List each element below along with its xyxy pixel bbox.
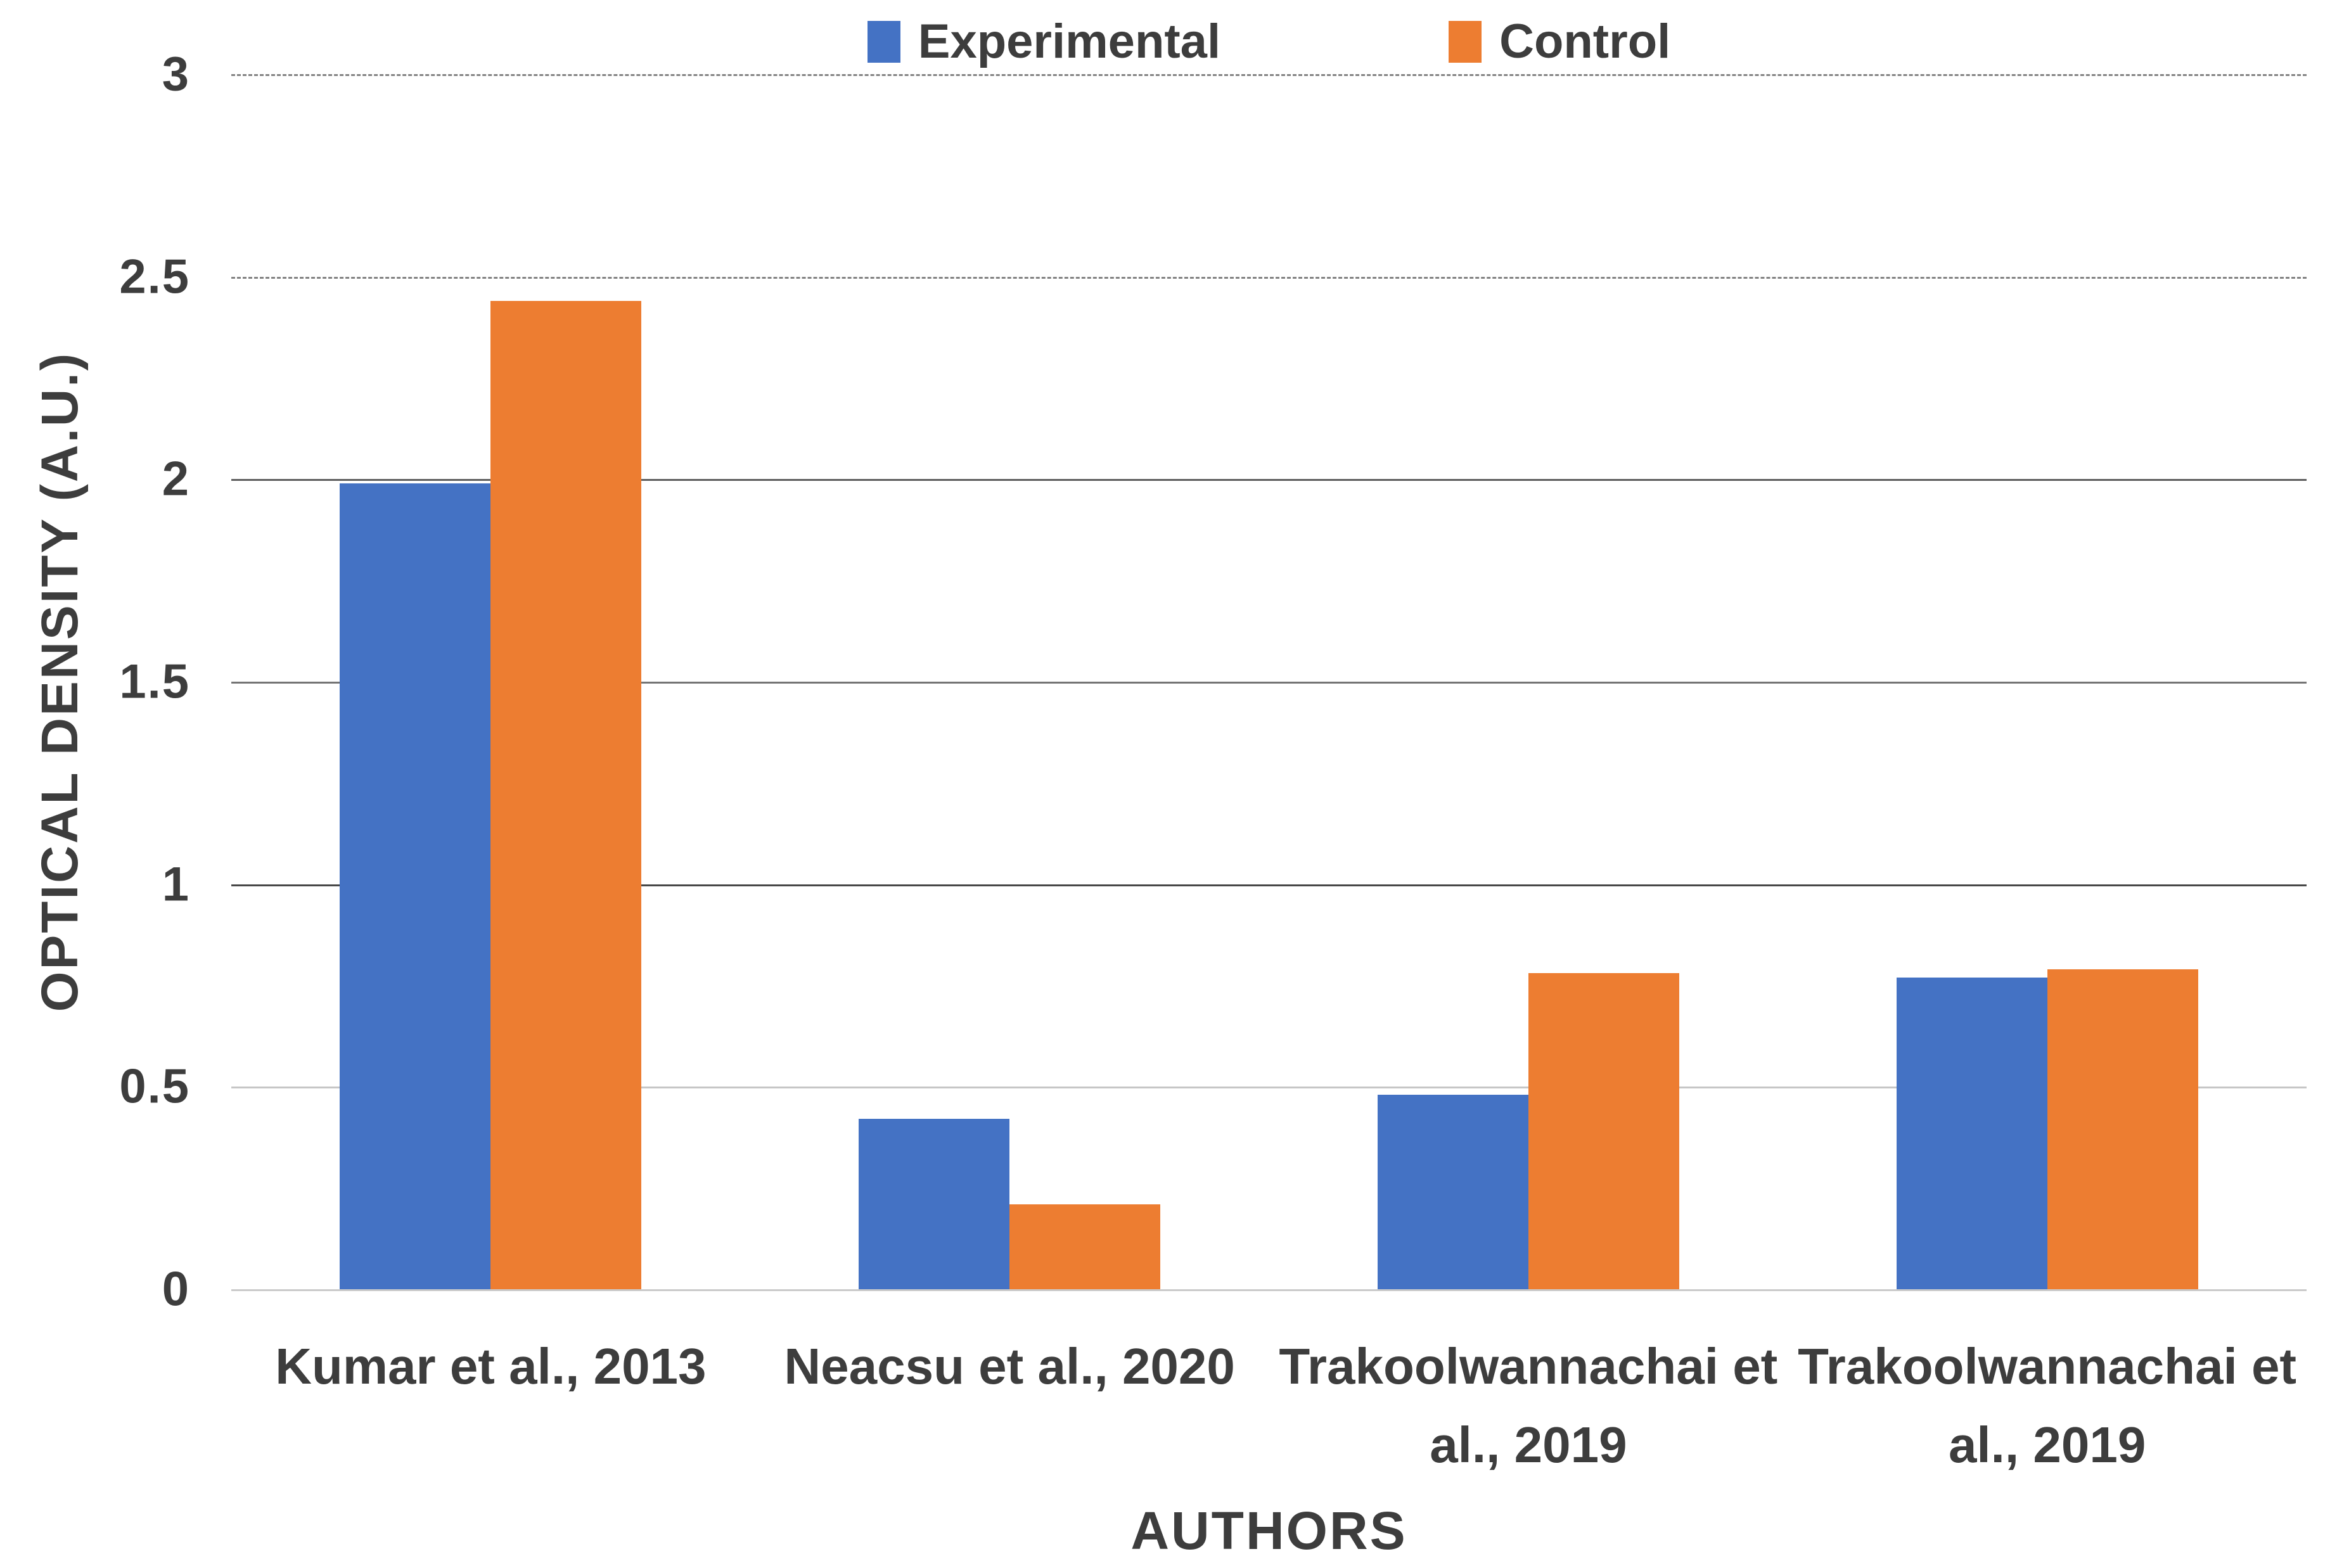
y-tick-label-1.5: 1.5 bbox=[119, 654, 190, 709]
gridline-y-0 bbox=[231, 1289, 2307, 1291]
legend: Experimental Control bbox=[231, 14, 2307, 69]
y-tick-label-0.5: 0.5 bbox=[119, 1059, 190, 1114]
x-axis-title: AUTHORS bbox=[1130, 1501, 1407, 1560]
bar-experimental-group2 bbox=[859, 1119, 1010, 1289]
gridline-y-0.5 bbox=[231, 1087, 2307, 1089]
y-tick-label-3: 3 bbox=[162, 47, 190, 101]
x-category-label-2: Neacsu et al., 2020 bbox=[784, 1338, 1235, 1394]
plot-area bbox=[231, 74, 2307, 1291]
legend-swatch-experimental bbox=[867, 20, 900, 63]
bar-experimental-group1 bbox=[340, 483, 491, 1289]
x-axis-category-labels: Kumar et al., 2013 Neacsu et al., 2020 Tra… bbox=[231, 1327, 2307, 1492]
y-tick-label-2: 2 bbox=[162, 452, 190, 506]
gridline-y-2.5 bbox=[231, 276, 2307, 279]
gridline-y-1 bbox=[231, 884, 2307, 886]
legend-label-control: Control bbox=[1499, 15, 1671, 68]
bar-control-group1 bbox=[490, 301, 642, 1289]
bar-control-group3 bbox=[1528, 973, 1679, 1289]
y-tick-label-1: 1 bbox=[162, 857, 190, 912]
legend-swatch-control bbox=[1449, 20, 1482, 63]
y-axis-tick-labels: 0 0.5 1 1.5 2 2.5 3 bbox=[0, 0, 190, 1568]
gridline-y-3 bbox=[231, 74, 2307, 76]
bar-experimental-group3 bbox=[1377, 1095, 1528, 1289]
x-category-label-4: Trakoolwannachai et al., 2019 bbox=[1798, 1338, 2297, 1473]
legend-item-experimental: Experimental bbox=[867, 14, 1221, 69]
bar-experimental-group4 bbox=[1896, 977, 2047, 1289]
gridline-y-2 bbox=[231, 479, 2307, 481]
bar-control-group4 bbox=[2047, 969, 2198, 1289]
x-category-label-1: Kumar et al., 2013 bbox=[275, 1338, 707, 1394]
x-category-label-3: Trakoolwannachai et al., 2019 bbox=[1279, 1338, 1778, 1473]
bar-control-group2 bbox=[1009, 1204, 1161, 1289]
legend-label-experimental: Experimental bbox=[918, 15, 1221, 68]
legend-item-control: Control bbox=[1449, 14, 1670, 69]
y-tick-label-2.5: 2.5 bbox=[119, 250, 190, 304]
y-tick-label-0: 0 bbox=[162, 1262, 190, 1316]
gridline-y-1.5 bbox=[231, 682, 2307, 684]
